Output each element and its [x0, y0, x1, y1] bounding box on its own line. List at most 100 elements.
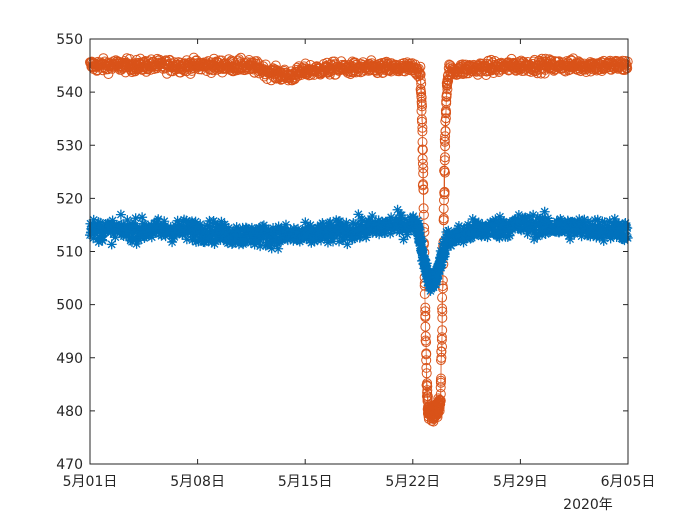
data-point-asterisk: [110, 232, 121, 243]
data-point-circle: [440, 152, 450, 163]
data-point-asterisk: [620, 217, 631, 228]
data-point-circle: [419, 289, 430, 299]
data-point-circle: [422, 385, 433, 396]
data-point-circle: [421, 355, 432, 366]
y-tick-label: 470: [56, 457, 83, 473]
data-point-asterisk: [408, 211, 419, 222]
data-point-asterisk: [190, 216, 201, 227]
data-point-circle: [422, 378, 433, 389]
data-point-asterisk: [255, 241, 266, 252]
data-point-asterisk: [280, 219, 291, 230]
data-point-asterisk: [328, 236, 339, 247]
data-point-asterisk: [399, 214, 410, 225]
data-point-asterisk: [541, 216, 552, 227]
data-point-asterisk: [405, 224, 416, 235]
data-point-asterisk: [605, 233, 616, 244]
data-point-asterisk: [172, 215, 183, 226]
series-2: [85, 204, 633, 296]
data-point-asterisk: [273, 243, 284, 254]
data-point-asterisk: [539, 217, 550, 228]
data-point-asterisk: [492, 226, 503, 237]
data-point-circle: [436, 346, 447, 357]
data-point-asterisk: [131, 238, 142, 249]
data-point-circle: [620, 58, 631, 69]
data-point-asterisk: [543, 215, 554, 226]
data-point-asterisk: [92, 233, 103, 244]
data-point-asterisk: [227, 237, 238, 248]
data-point-asterisk: [209, 238, 220, 249]
data-point-asterisk: [204, 221, 215, 232]
data-point-asterisk: [220, 221, 231, 232]
data-point-circle: [440, 131, 451, 142]
data-point-asterisk: [373, 215, 384, 226]
data-point-asterisk: [300, 217, 311, 228]
data-point-asterisk: [609, 213, 620, 224]
data-point-asterisk: [294, 236, 305, 247]
data-point-asterisk: [380, 228, 391, 239]
y-tick-label: 540: [56, 85, 83, 101]
data-point-asterisk: [355, 219, 366, 230]
data-point-circle: [440, 167, 450, 178]
data-point-asterisk: [181, 215, 192, 226]
data-point-asterisk: [350, 219, 361, 230]
data-point-asterisk: [564, 230, 575, 241]
data-point-circle: [442, 80, 452, 91]
data-point-circle: [442, 70, 453, 81]
data-point-asterisk: [323, 232, 334, 243]
data-point-asterisk: [95, 217, 106, 228]
data-point-circle: [416, 91, 427, 102]
data-point-asterisk: [421, 258, 432, 269]
data-point-asterisk: [392, 204, 403, 215]
data-point-asterisk: [108, 229, 119, 240]
data-point-asterisk: [440, 236, 451, 247]
data-point-asterisk: [396, 210, 407, 221]
data-point-circle: [439, 136, 450, 147]
data-point-asterisk: [452, 223, 463, 234]
data-point-asterisk: [367, 210, 378, 221]
data-point-circle: [438, 213, 449, 224]
data-point-asterisk: [195, 219, 206, 230]
data-point-asterisk: [361, 232, 372, 243]
data-point-asterisk: [106, 239, 117, 250]
data-point-asterisk: [353, 209, 364, 220]
data-point-circle: [415, 61, 426, 72]
data-point-asterisk: [338, 235, 349, 246]
data-point-circle: [437, 306, 448, 317]
data-point-circle: [440, 141, 451, 152]
data-point-circle: [421, 348, 432, 359]
x-tick-label: 5月01日: [63, 474, 118, 490]
data-point-asterisk: [223, 222, 234, 233]
data-point-asterisk: [202, 220, 213, 231]
data-point-asterisk: [528, 209, 539, 220]
data-point-asterisk: [258, 220, 269, 231]
data-point-circle: [435, 399, 446, 410]
data-point-asterisk: [579, 214, 590, 225]
data-point-circle: [417, 122, 428, 133]
x-axis: 5月01日 5月08日 5月15日 5月22日 5月29日 6月05日: [63, 39, 655, 490]
data-point-circle: [422, 381, 433, 392]
data-point-asterisk: [604, 216, 615, 227]
data-point-asterisk: [489, 220, 500, 231]
data-point-asterisk: [563, 225, 574, 236]
data-point-asterisk: [463, 219, 474, 230]
data-point-asterisk: [371, 227, 382, 238]
data-point-asterisk: [349, 233, 360, 244]
data-point-circle: [415, 86, 426, 97]
data-point-circle: [418, 168, 429, 179]
data-point-circle: [439, 165, 450, 176]
y-tick-label: 550: [56, 32, 83, 48]
x-tick-label: 5月08日: [170, 474, 225, 490]
data-point-asterisk: [598, 235, 609, 246]
data-point-asterisk: [535, 225, 546, 236]
data-point-asterisk: [184, 222, 195, 233]
data-point-asterisk: [597, 216, 608, 227]
data-point-asterisk: [416, 235, 427, 246]
data-point-circle: [435, 389, 446, 399]
data-point-asterisk: [199, 237, 210, 248]
data-point-asterisk: [185, 226, 196, 237]
data-point-circle: [417, 101, 427, 112]
data-point-asterisk: [179, 214, 190, 225]
data-point-circle: [437, 325, 448, 336]
data-point-asterisk: [91, 226, 102, 237]
data-point-circle: [622, 63, 633, 74]
